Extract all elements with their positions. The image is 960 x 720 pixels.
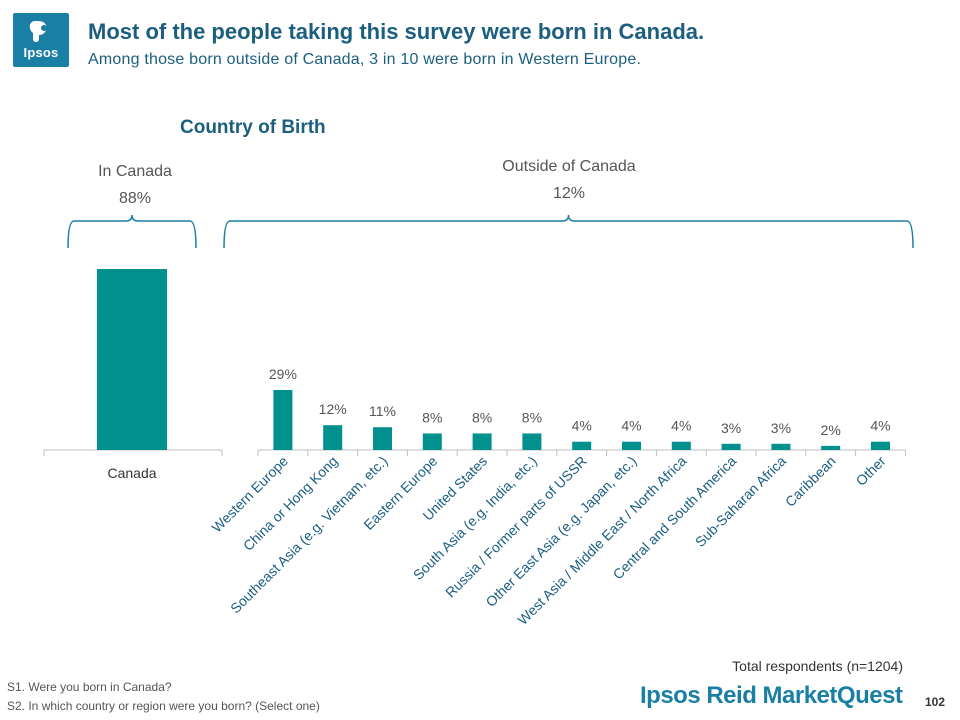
bar-outside-6 — [572, 441, 592, 450]
ipsos-logo: Ipsos — [13, 13, 69, 67]
respondents-note: Total respondents (n=1204) — [732, 658, 903, 674]
bar-outside-3 — [422, 433, 442, 450]
tick-label-1: China or Hong Kong — [240, 453, 341, 554]
bar-outside-10 — [771, 443, 791, 450]
value-label-10: 3% — [771, 420, 791, 436]
bar-outside-2 — [373, 427, 392, 450]
brace-outside-canada — [223, 214, 914, 249]
logo-mark-icon — [29, 21, 47, 42]
value-label-6: 4% — [572, 418, 592, 434]
value-label-2: 11% — [369, 403, 396, 419]
page-subtitle: Among those born outside of Canada, 3 in… — [88, 51, 642, 68]
value-label-3: 8% — [422, 409, 442, 425]
group-value-in-canada: 88% — [119, 190, 151, 207]
question-s2: S2. In which country or region were you … — [7, 699, 320, 713]
value-label-5: 8% — [522, 409, 542, 425]
logo-text: Ipsos — [23, 45, 59, 60]
value-label-11: 2% — [821, 422, 841, 438]
page-title: Most of the people taking this survey we… — [88, 19, 705, 44]
tick-label-canada: Canada — [107, 465, 156, 481]
bar-outside-11 — [821, 445, 841, 450]
bar-outside-12 — [871, 441, 890, 450]
bar-outside-8 — [671, 441, 691, 450]
bar-outside-1 — [323, 425, 343, 450]
bar-outside-5 — [522, 433, 542, 450]
tick-label-10: Sub-Saharan Africa — [692, 453, 789, 550]
bar-outside-4 — [472, 433, 492, 450]
brace-in-canada — [67, 214, 197, 249]
chart-title: Country of Birth — [180, 117, 326, 138]
value-label-7: 4% — [621, 418, 641, 434]
value-label-9: 3% — [721, 420, 741, 436]
tick-label-11: Caribbean — [782, 453, 839, 510]
group-label-outside-canada: Outside of Canada — [502, 158, 636, 175]
group-value-outside-canada: 12% — [553, 185, 585, 202]
page-number: 102 — [925, 695, 946, 709]
tick-label-12: Other — [853, 453, 889, 489]
bar-outside-9 — [721, 443, 741, 450]
group-label-in-canada: In Canada — [98, 163, 172, 180]
bar-canada — [97, 269, 167, 450]
brand-logo-text: Ipsos Reid MarketQuest — [640, 682, 903, 709]
value-label-4: 8% — [472, 409, 492, 425]
value-label-12: 4% — [870, 418, 890, 434]
bar-outside-0 — [273, 390, 293, 450]
bar-outside-7 — [622, 441, 641, 450]
value-label-0: 29% — [269, 366, 297, 382]
value-label-1: 12% — [319, 401, 347, 417]
value-label-8: 4% — [671, 418, 691, 434]
question-s1: S1. Were you born in Canada? — [7, 680, 172, 694]
